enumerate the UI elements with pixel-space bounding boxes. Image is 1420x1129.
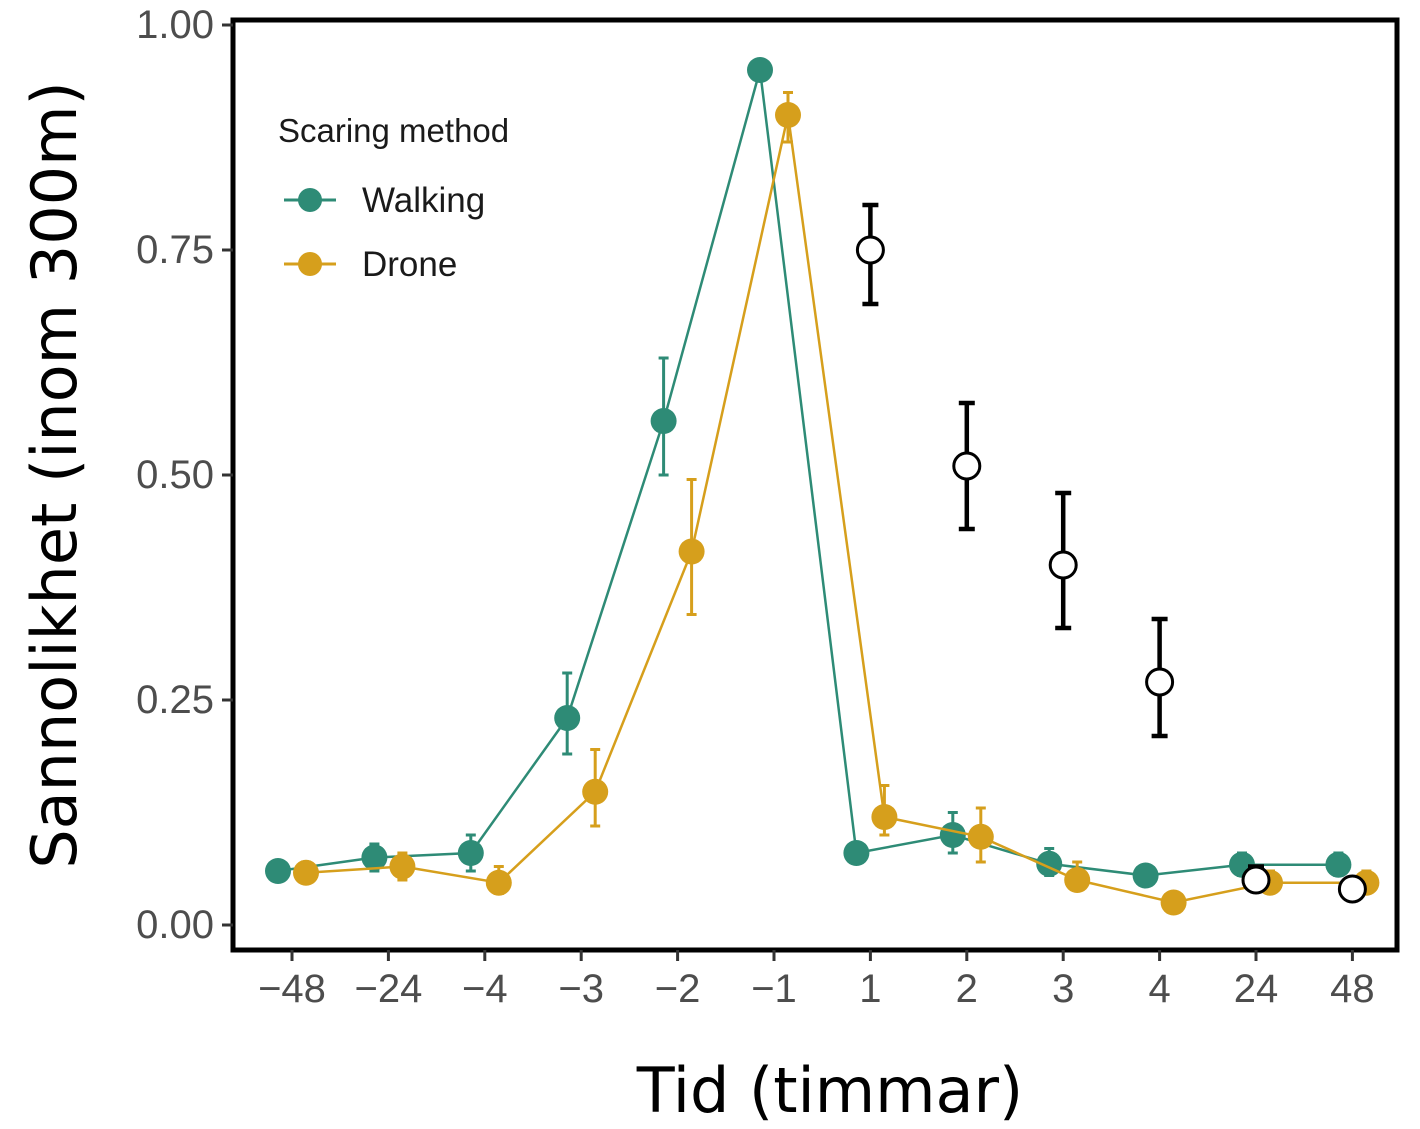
data-point bbox=[952, 451, 982, 481]
x-tick-label: 1 bbox=[859, 967, 881, 1011]
x-tick-label: 48 bbox=[1330, 967, 1375, 1011]
x-axis-title: Tid (timmar) bbox=[636, 1054, 1023, 1127]
legend-label: Drone bbox=[362, 245, 457, 284]
axes: 0.00 0.25 0.50 0.75 1.00 −48 −24 −4 −3 −2 −1 1 2 3 4 24… bbox=[136, 3, 1375, 1011]
series-open-circles bbox=[855, 202, 1367, 904]
x-tick-label: 2 bbox=[956, 967, 978, 1011]
data-point bbox=[871, 804, 898, 830]
data-point bbox=[554, 705, 581, 731]
data-point bbox=[1048, 550, 1078, 580]
x-tick-label: 24 bbox=[1234, 967, 1279, 1011]
x-tick-label: 3 bbox=[1052, 967, 1074, 1011]
x-tick-label: −4 bbox=[462, 967, 508, 1011]
data-point bbox=[389, 853, 416, 880]
x-tick-label: −3 bbox=[558, 967, 604, 1011]
series-drone bbox=[293, 91, 1380, 916]
data-point bbox=[1064, 867, 1091, 893]
x-tick-label: −24 bbox=[354, 967, 422, 1011]
x-tick-label: −2 bbox=[655, 967, 701, 1011]
data-point bbox=[582, 778, 609, 805]
data-point bbox=[775, 102, 801, 128]
x-tick-label: 4 bbox=[1148, 967, 1170, 1011]
data-point bbox=[1241, 865, 1271, 895]
data-point bbox=[939, 822, 966, 848]
data-point bbox=[485, 869, 512, 896]
y-tick-label: 0.25 bbox=[136, 678, 214, 722]
series-line bbox=[305, 114, 1367, 904]
data-point bbox=[1325, 851, 1352, 878]
legend: Scaring method Walking Drone bbox=[278, 112, 509, 284]
plot-frame bbox=[230, 17, 1400, 953]
y-axis-title: Sannolikhet (inom 300m) bbox=[18, 81, 91, 868]
data-point bbox=[1337, 874, 1367, 904]
y-tick-label: 0.00 bbox=[136, 903, 214, 947]
data-point bbox=[1132, 862, 1159, 889]
data-point bbox=[650, 408, 677, 434]
y-tick-label: 1.00 bbox=[136, 3, 214, 47]
data-point bbox=[293, 859, 319, 886]
legend-key-marker bbox=[298, 252, 322, 276]
data-point bbox=[1160, 889, 1187, 916]
data-point bbox=[855, 235, 885, 265]
legend-label: Walking bbox=[362, 181, 485, 220]
data-point bbox=[843, 840, 870, 866]
x-tick-label: −1 bbox=[751, 967, 797, 1011]
y-tick-label: 0.75 bbox=[136, 228, 214, 272]
data-point bbox=[967, 823, 994, 850]
plot-area bbox=[265, 57, 1380, 916]
series-line bbox=[277, 69, 1339, 877]
legend-title: Scaring method bbox=[278, 112, 509, 149]
y-tick-label: 0.50 bbox=[136, 453, 214, 497]
legend-key-marker bbox=[298, 188, 322, 212]
data-point bbox=[361, 844, 388, 871]
data-point bbox=[265, 858, 291, 884]
x-tick-label: −48 bbox=[258, 967, 326, 1011]
data-point bbox=[457, 840, 484, 866]
data-point bbox=[678, 538, 705, 565]
data-point bbox=[1145, 667, 1175, 697]
data-point bbox=[747, 57, 773, 83]
series-walking bbox=[265, 57, 1352, 889]
